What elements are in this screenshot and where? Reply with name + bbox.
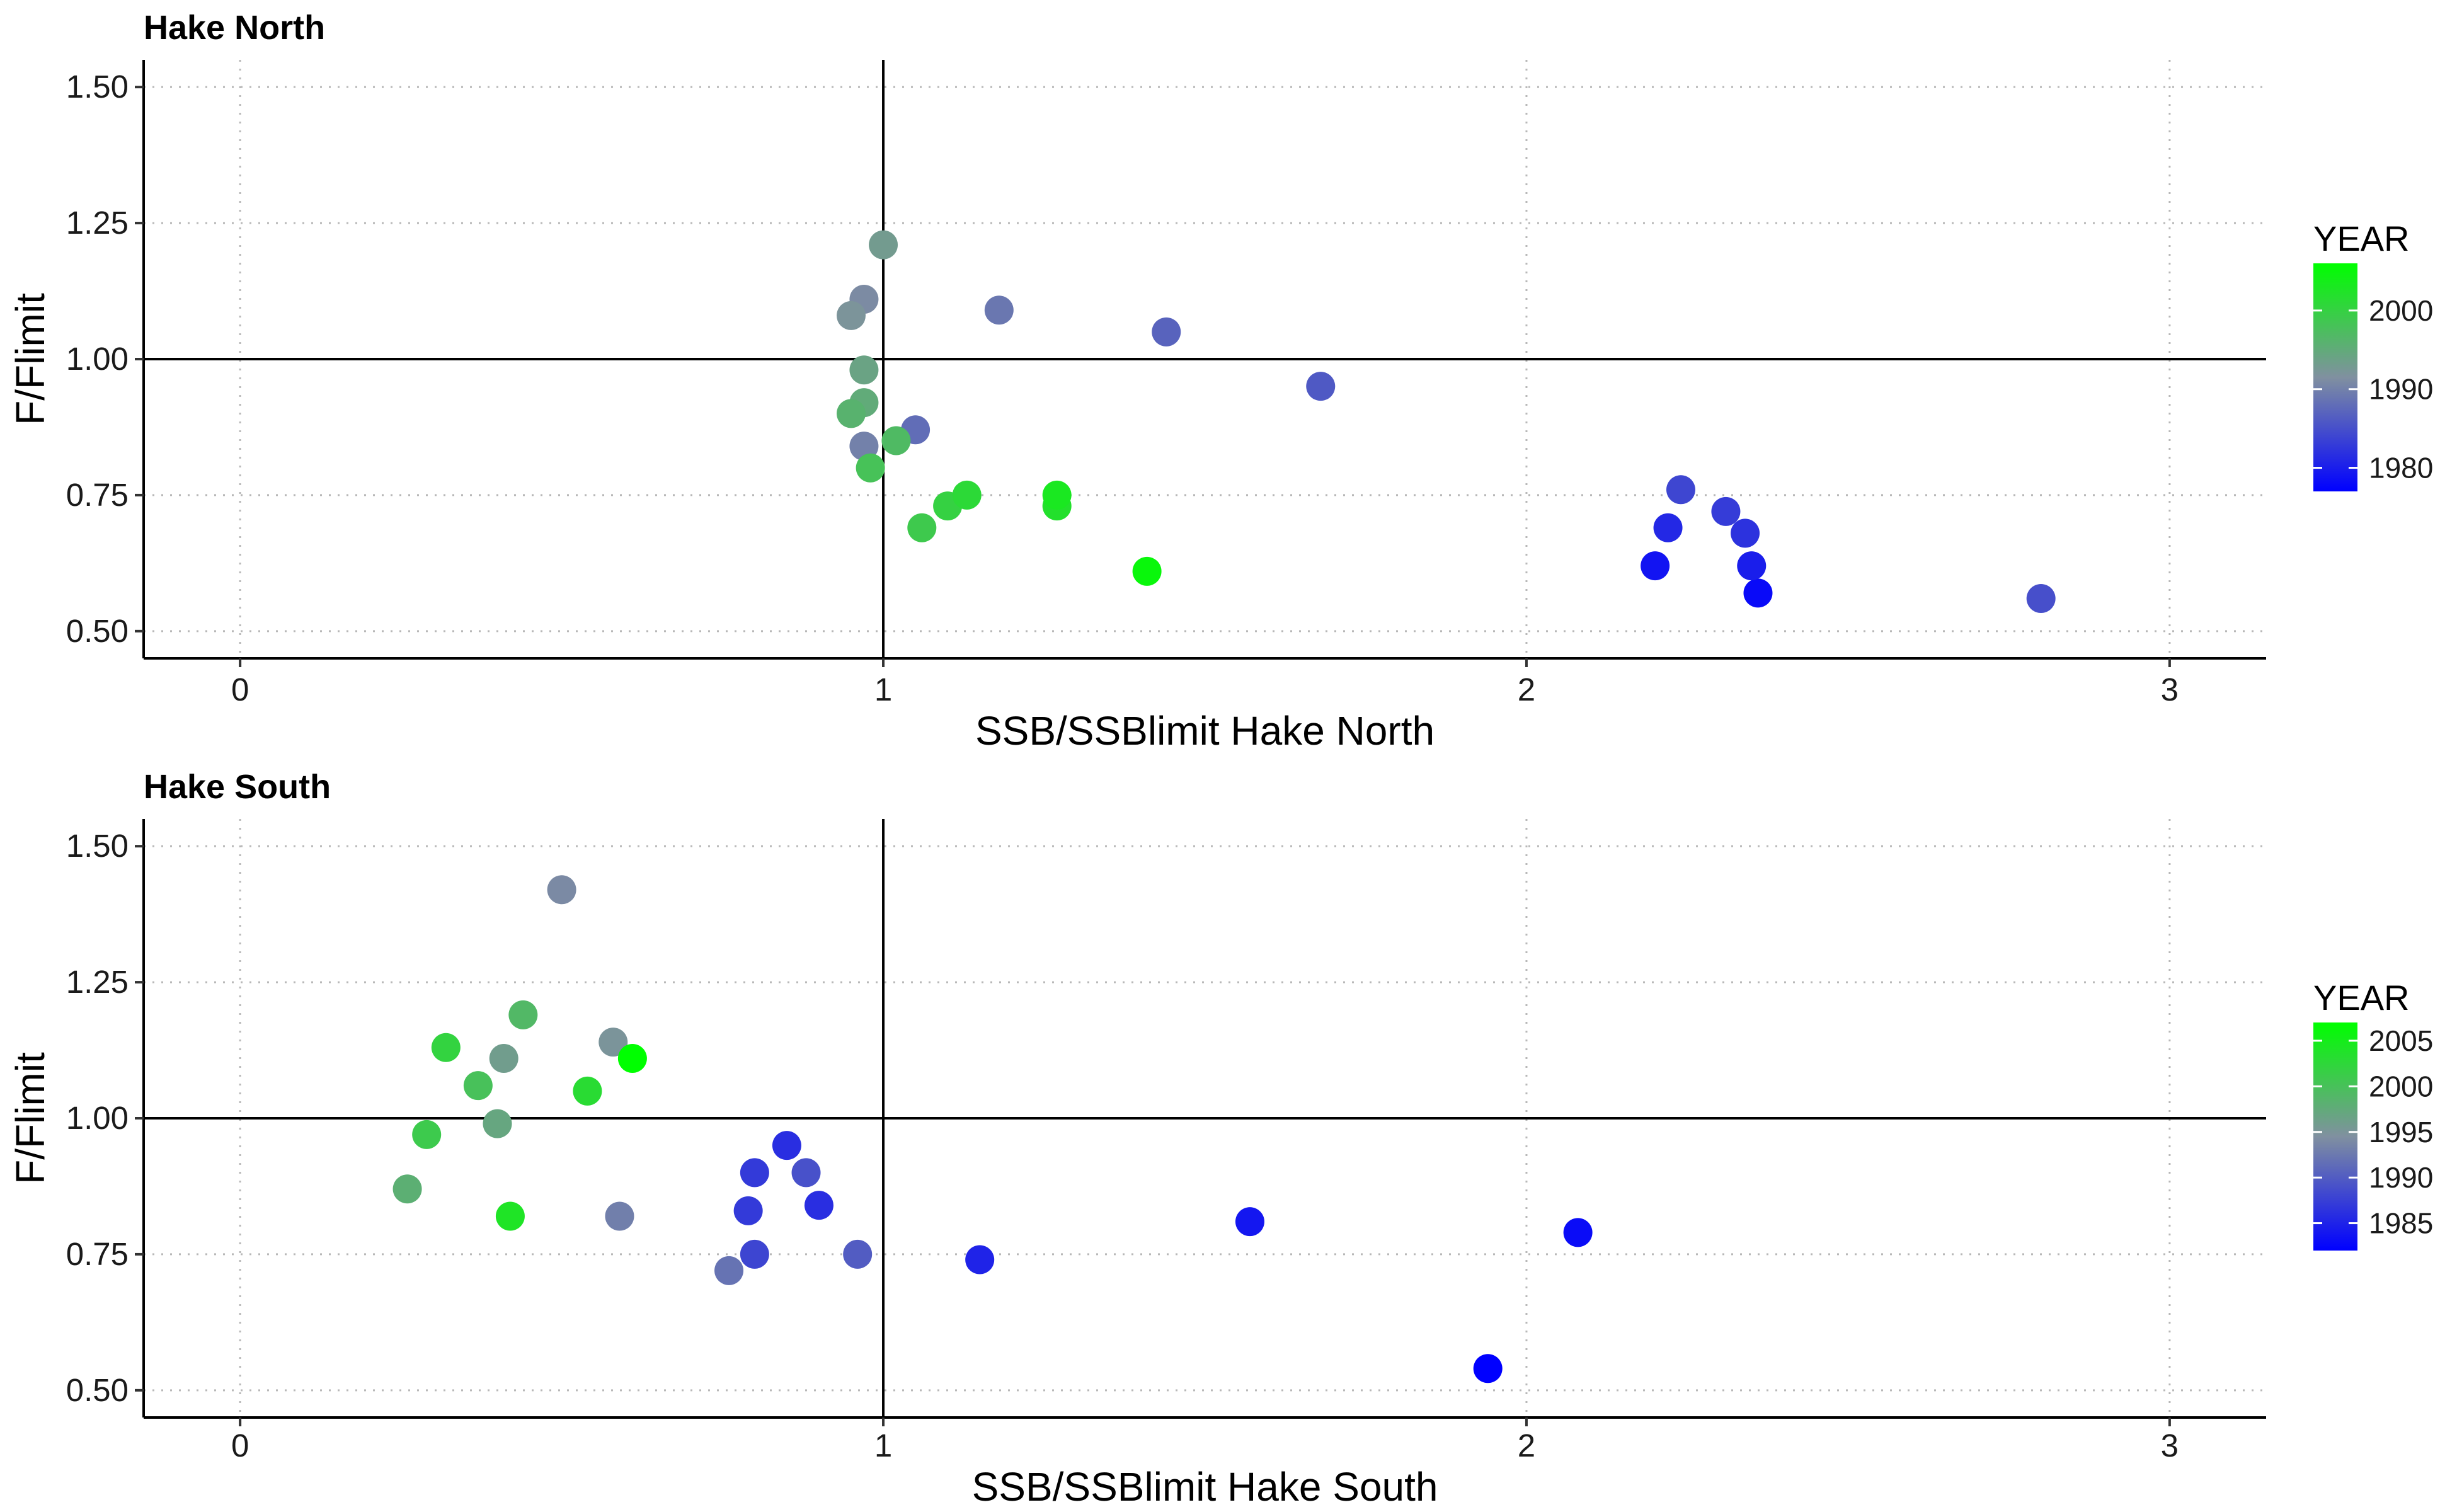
legend-label: 2000 bbox=[2369, 1070, 2433, 1102]
legend-label: 1980 bbox=[2369, 452, 2433, 484]
legend-color-bar bbox=[2313, 1022, 2357, 1251]
legend-label: 2005 bbox=[2369, 1024, 2433, 1057]
data-point bbox=[856, 453, 885, 483]
data-point bbox=[1042, 480, 1072, 510]
x-tick-label: 1 bbox=[874, 1428, 892, 1463]
panel-title: Hake North bbox=[144, 9, 325, 47]
data-point bbox=[740, 1158, 769, 1188]
legend-label: 1985 bbox=[2369, 1207, 2433, 1240]
data-point bbox=[952, 480, 982, 510]
legend-title: YEAR bbox=[2313, 978, 2410, 1017]
data-point bbox=[907, 513, 937, 542]
y-tick-label: 1.25 bbox=[66, 205, 129, 241]
x-axis-title: SSB/SSBlimit Hake South bbox=[972, 1464, 1438, 1509]
data-point bbox=[412, 1120, 442, 1149]
legend-label: 1995 bbox=[2369, 1116, 2433, 1148]
data-point bbox=[843, 1239, 873, 1269]
y-tick-label: 0.75 bbox=[66, 1236, 129, 1272]
data-point bbox=[837, 301, 866, 330]
data-point bbox=[804, 1191, 833, 1220]
legend-color-bar bbox=[2313, 263, 2357, 491]
x-axis-title: SSB/SSBlimit Hake North bbox=[975, 708, 1435, 753]
y-tick-label: 1.50 bbox=[66, 828, 129, 864]
data-point bbox=[1152, 317, 1181, 346]
legend-label: 2000 bbox=[2369, 294, 2433, 327]
data-point bbox=[2026, 584, 2056, 613]
data-point bbox=[617, 1044, 647, 1073]
data-point bbox=[772, 1131, 801, 1160]
x-tick-label: 2 bbox=[1518, 1428, 1535, 1463]
data-point bbox=[1731, 518, 1760, 548]
data-point bbox=[849, 355, 879, 385]
data-point bbox=[1306, 372, 1336, 401]
legend-label: 1990 bbox=[2369, 1161, 2433, 1194]
legend-title: YEAR bbox=[2313, 219, 2410, 258]
y-tick-label: 0.75 bbox=[66, 477, 129, 513]
data-point bbox=[598, 1028, 628, 1057]
data-point bbox=[463, 1071, 493, 1101]
data-point bbox=[1563, 1218, 1593, 1247]
data-point bbox=[837, 399, 866, 428]
panel-title: Hake South bbox=[144, 768, 331, 806]
data-point bbox=[1653, 513, 1683, 542]
panel-hake-south: 0 1 2 3 0.50 0.75 1.00 1.25 1.50 Hake South SSB/SS… bbox=[8, 768, 2433, 1509]
data-point bbox=[869, 230, 898, 260]
data-point bbox=[495, 1201, 525, 1231]
data-point bbox=[547, 875, 576, 905]
x-tick-label: 3 bbox=[2161, 1428, 2179, 1463]
data-point bbox=[489, 1044, 518, 1073]
data-point bbox=[1132, 556, 1162, 586]
data-point bbox=[392, 1174, 422, 1204]
y-tick-label: 0.50 bbox=[66, 613, 129, 649]
y-tick-label: 1.00 bbox=[66, 1100, 129, 1136]
y-tick-label: 1.25 bbox=[66, 964, 129, 1000]
data-point bbox=[1711, 496, 1741, 526]
x-tick-label: 0 bbox=[231, 672, 249, 707]
y-axis-title: F/Flimit bbox=[8, 1052, 53, 1184]
data-point bbox=[791, 1158, 821, 1188]
data-point bbox=[1235, 1207, 1264, 1237]
data-point bbox=[733, 1196, 763, 1225]
data-point bbox=[1737, 551, 1767, 581]
legend-label: 1990 bbox=[2369, 373, 2433, 406]
x-tick-label: 3 bbox=[2161, 672, 2179, 707]
y-tick-label: 1.00 bbox=[66, 341, 129, 377]
panel-hake-north: 0 1 2 3 0.50 0.75 1.00 1.25 1.50 Hake North SSB/SS… bbox=[8, 9, 2433, 753]
y-tick-label: 0.50 bbox=[66, 1372, 129, 1408]
data-point bbox=[984, 295, 1014, 325]
x-tick-label: 0 bbox=[231, 1428, 249, 1463]
y-axis-title: F/Flimit bbox=[8, 293, 53, 425]
data-point bbox=[1743, 578, 1773, 608]
data-point bbox=[881, 426, 911, 455]
y-tick-label: 1.50 bbox=[66, 69, 129, 105]
data-point bbox=[483, 1109, 512, 1138]
data-point bbox=[508, 1000, 538, 1029]
data-point bbox=[573, 1076, 602, 1106]
data-point bbox=[1641, 551, 1670, 581]
data-point bbox=[740, 1239, 769, 1269]
data-point bbox=[431, 1033, 461, 1062]
x-tick-label: 1 bbox=[874, 672, 892, 707]
data-point bbox=[1473, 1354, 1503, 1383]
data-point bbox=[849, 432, 879, 461]
data-point bbox=[605, 1201, 634, 1231]
x-tick-label: 2 bbox=[1518, 672, 1535, 707]
data-point bbox=[965, 1245, 995, 1274]
data-point bbox=[1666, 475, 1695, 505]
data-point bbox=[714, 1256, 744, 1285]
